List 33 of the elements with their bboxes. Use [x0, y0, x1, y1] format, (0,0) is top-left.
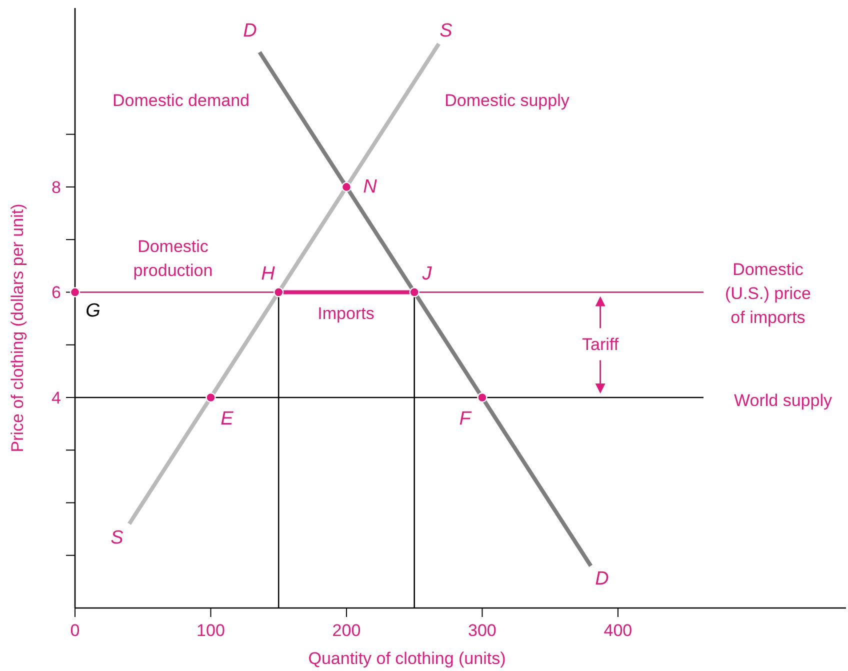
y-tick-label: 6	[52, 283, 61, 302]
annotation: D	[595, 568, 610, 590]
annotation: Tariff	[582, 335, 619, 354]
x-tick-label: 300	[468, 621, 496, 640]
annotation: Imports	[318, 304, 374, 323]
point	[409, 287, 420, 298]
annotation: Domestic (U.S.) price of imports	[725, 260, 811, 327]
annotation: Domestic supply	[444, 90, 570, 110]
annotation: World supply	[734, 390, 832, 410]
point	[477, 392, 488, 403]
annotation: Domestic production	[133, 236, 213, 280]
annotation: S	[440, 20, 453, 42]
x-tick-label: 200	[332, 621, 361, 640]
point	[341, 182, 352, 192]
annotation: Domestic demand	[112, 90, 250, 110]
x-axis-title: Quantity of clothing (units)	[308, 649, 506, 668]
annotation: H	[261, 264, 276, 285]
point	[70, 287, 80, 298]
point	[274, 287, 284, 298]
point	[206, 392, 216, 403]
y-tick-label: 8	[52, 178, 61, 197]
x-tick-label: 400	[604, 621, 632, 640]
annotation: E	[220, 408, 234, 430]
x-tick-label: 100	[196, 621, 225, 640]
annotation: S	[110, 528, 124, 549]
annotation: N	[363, 176, 378, 198]
annotation: D	[243, 20, 258, 42]
y-axis-title: Price of clothing (dollars per unit)	[8, 204, 27, 452]
annotation: J	[421, 264, 432, 285]
annotation: G	[86, 300, 100, 322]
x-tick-label: 0	[70, 621, 80, 640]
annotation: F	[459, 408, 472, 430]
y-tick-label: 4	[52, 388, 61, 408]
